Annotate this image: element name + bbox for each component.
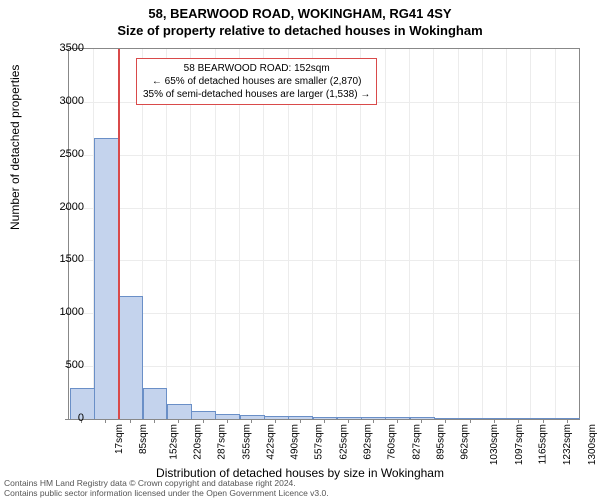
xtick-label: 220sqm (193, 424, 204, 460)
xtick-label: 355sqm (241, 424, 252, 460)
bar (240, 415, 265, 419)
xtick-label: 490sqm (290, 424, 301, 460)
xtick-mark (130, 419, 131, 423)
ytick-label: 1000 (34, 306, 84, 318)
bar (410, 417, 435, 419)
bar (143, 388, 168, 419)
xtick-label: 152sqm (168, 424, 179, 460)
bar (361, 417, 386, 419)
chart-container: 58, BEARWOOD ROAD, WOKINGHAM, RG41 4SY S… (0, 0, 600, 500)
xtick-mark (494, 419, 495, 423)
xtick-label: 962sqm (460, 424, 471, 460)
gridline-h (69, 208, 579, 209)
xtick-mark (300, 419, 301, 423)
xtick-label: 625sqm (338, 424, 349, 460)
bar (288, 416, 313, 419)
ytick-label: 500 (34, 359, 84, 371)
xtick-mark (348, 419, 349, 423)
bar (167, 404, 192, 419)
bar (458, 418, 483, 419)
info-box-line: 35% of semi-detached houses are larger (… (143, 88, 370, 101)
xtick-label: 760sqm (387, 424, 398, 460)
xtick-mark (227, 419, 228, 423)
bar (313, 417, 338, 419)
bar (385, 417, 410, 419)
marker-line (118, 49, 120, 419)
xtick-mark (324, 419, 325, 423)
xtick-mark (275, 419, 276, 423)
gridline-v (385, 49, 386, 419)
xtick-label: 557sqm (314, 424, 325, 460)
ytick-label: 3500 (34, 42, 84, 54)
ytick-label: 3000 (34, 95, 84, 107)
gridline-v (555, 49, 556, 419)
xtick-mark (373, 419, 374, 423)
ytick-label: 2500 (34, 148, 84, 160)
xtick-label: 827sqm (411, 424, 422, 460)
xtick-mark (518, 419, 519, 423)
gridline-v (482, 49, 483, 419)
xtick-label: 1097sqm (514, 424, 525, 465)
bar (507, 418, 532, 419)
gridline-v (506, 49, 507, 419)
title-address: 58, BEARWOOD ROAD, WOKINGHAM, RG41 4SY (0, 0, 600, 21)
bar (264, 416, 289, 419)
gridline-v (458, 49, 459, 419)
gridline-v (409, 49, 410, 419)
xtick-label: 17sqm (114, 424, 125, 454)
xtick-mark (567, 419, 568, 423)
y-axis-label: Number of detached properties (8, 65, 22, 230)
gridline-h (69, 260, 579, 261)
bar (434, 418, 459, 419)
footer-line1: Contains HM Land Registry data © Crown c… (4, 478, 296, 488)
footer-attribution: Contains HM Land Registry data © Crown c… (4, 479, 596, 499)
xtick-mark (421, 419, 422, 423)
ytick-label: 0 (34, 412, 84, 424)
xtick-label: 1030sqm (490, 424, 501, 465)
bar (483, 418, 508, 419)
xtick-label: 692sqm (363, 424, 374, 460)
xtick-mark (154, 419, 155, 423)
xtick-mark (445, 419, 446, 423)
ytick-label: 1500 (34, 253, 84, 265)
bar (531, 418, 556, 419)
xtick-mark (105, 419, 106, 423)
footer-line2: Contains public sector information licen… (4, 488, 329, 498)
xtick-label: 1165sqm (537, 424, 548, 464)
xtick-mark (470, 419, 471, 423)
gridline-v (530, 49, 531, 419)
ytick-label: 2000 (34, 201, 84, 213)
bar (337, 417, 362, 419)
xtick-label: 1232sqm (562, 424, 573, 465)
info-box-line: ← 65% of detached houses are smaller (2,… (143, 75, 370, 88)
xtick-mark (178, 419, 179, 423)
gridline-h (69, 313, 579, 314)
xtick-label: 85sqm (138, 424, 149, 454)
gridline-v (433, 49, 434, 419)
info-box-line: 58 BEARWOOD ROAD: 152sqm (143, 62, 370, 75)
bar (555, 418, 580, 419)
chart-area: 58 BEARWOOD ROAD: 152sqm← 65% of detache… (68, 48, 578, 418)
bar (94, 138, 119, 419)
bar (118, 296, 143, 419)
xtick-mark (203, 419, 204, 423)
bar (191, 411, 216, 419)
xtick-label: 287sqm (217, 424, 228, 460)
xtick-mark (543, 419, 544, 423)
xtick-label: 1300sqm (587, 424, 598, 465)
xtick-mark (251, 419, 252, 423)
bar (215, 414, 240, 419)
info-box: 58 BEARWOOD ROAD: 152sqm← 65% of detache… (136, 58, 377, 105)
gridline-h (69, 366, 579, 367)
xtick-mark (397, 419, 398, 423)
title-subtitle: Size of property relative to detached ho… (0, 21, 600, 38)
xtick-label: 422sqm (265, 424, 276, 460)
gridline-h (69, 155, 579, 156)
xtick-label: 895sqm (435, 424, 446, 460)
